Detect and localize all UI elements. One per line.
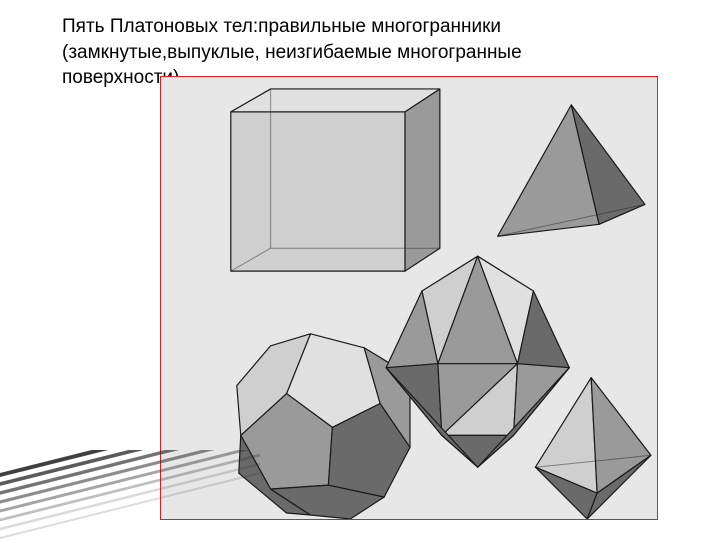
solids-canvas: [161, 77, 657, 519]
title-line-1: Пять Платоновых тел:правильные многогран…: [62, 16, 501, 37]
platonic-solids-figure: [160, 76, 658, 520]
title-line-2: (замкнутые,выпуклые, неизгибаемые многог…: [62, 42, 522, 63]
